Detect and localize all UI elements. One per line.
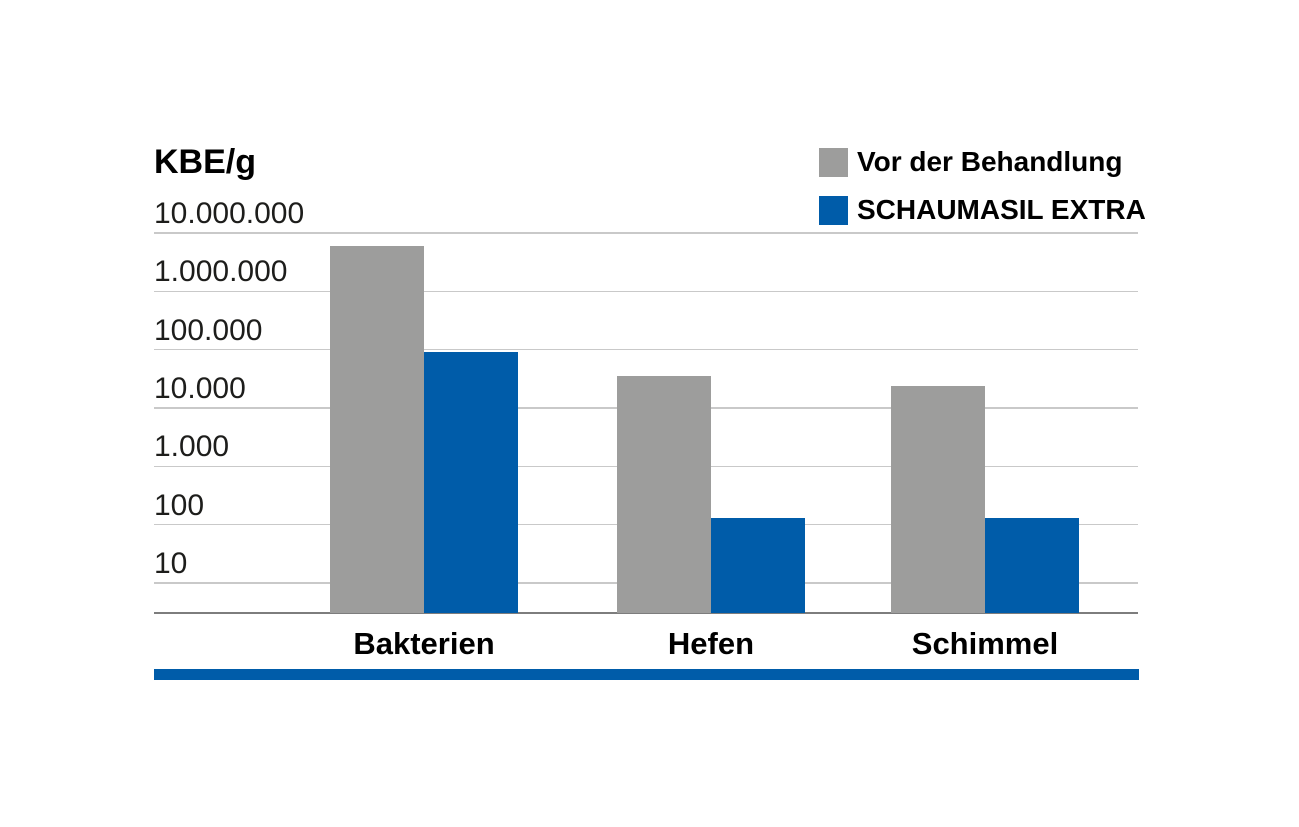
x-category-label: Hefen	[667, 626, 755, 661]
bottom-accent-bar	[154, 669, 1139, 680]
legend-label-before-treatment: Vor der Behandlung	[857, 146, 1123, 177]
y-gridline	[154, 290, 1138, 293]
bar-bakterien-before	[330, 245, 424, 613]
legend-label-schaumasil: SCHAUMASIL EXTRA	[857, 194, 1146, 225]
x-axis-line	[154, 611, 1138, 615]
legend-swatch-gray	[819, 147, 848, 177]
y-tick-label: 1.000	[154, 430, 230, 464]
y-tick-label: 1.000.000	[154, 255, 288, 289]
legend-item-before-treatment: Vor der Behandlung	[819, 146, 1146, 177]
y-gridline	[154, 232, 1138, 234]
y-axis-title: KBE/g	[154, 143, 256, 181]
legend-item-schaumasil: SCHAUMASIL EXTRA	[819, 194, 1146, 225]
y-tick-label: 100.000	[154, 313, 263, 347]
bar-hefen-schaumasil	[711, 518, 805, 613]
bar-bakterien-schaumasil	[424, 352, 518, 613]
legend: Vor der Behandlung SCHAUMASIL EXTRA	[819, 146, 1146, 225]
y-tick-label: 10.000	[154, 371, 246, 405]
bar-schimmel-before	[891, 385, 985, 613]
y-gridline	[154, 348, 1138, 351]
y-tick-label: 10.000.000	[154, 197, 305, 230]
y-tick-label: 10	[154, 546, 188, 580]
legend-swatch-blue	[819, 195, 848, 225]
x-category-label: Bakterien	[353, 626, 495, 661]
x-category-label: Schimmel	[911, 626, 1059, 661]
bar-hefen-before	[617, 376, 711, 613]
y-tick-label: 100	[154, 488, 205, 522]
bar-schimmel-schaumasil	[985, 518, 1079, 613]
